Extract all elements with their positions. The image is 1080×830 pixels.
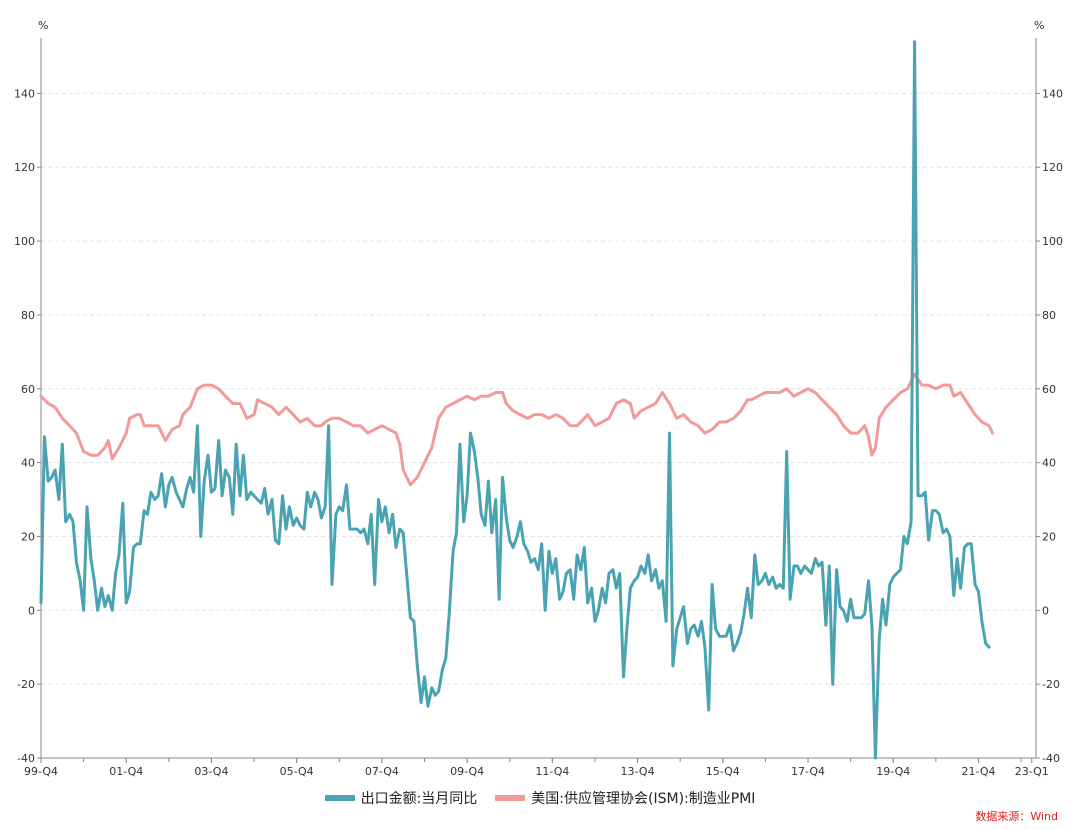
series-lines bbox=[39, 40, 994, 760]
left-tick-label: 40 bbox=[21, 457, 35, 470]
x-tick-label: 11-Q4 bbox=[535, 765, 569, 778]
legend-label-export: 出口金额:当月同比 bbox=[360, 791, 478, 807]
legend-label-pmi: 美国:供应管理协会(ISM):制造业PMI bbox=[531, 791, 756, 807]
right-tick-label: -20 bbox=[1042, 678, 1060, 691]
right-tick-label: 100 bbox=[1042, 235, 1063, 248]
left-tick-label: 100 bbox=[14, 235, 35, 248]
x-tick-label: 03-Q4 bbox=[194, 765, 228, 778]
series-pmi-line bbox=[39, 372, 994, 487]
x-tick-label: 05-Q4 bbox=[280, 765, 314, 778]
x-tick-label: 17-Q4 bbox=[791, 765, 825, 778]
right-axis-unit: % bbox=[1034, 19, 1044, 32]
left-tick-label: -20 bbox=[17, 678, 35, 691]
grid-lines bbox=[41, 92, 1036, 685]
line-chart: -40 -40 -20 -20 0 0 20 20 40 40 60 60 80 80 100 100 120 1… bbox=[14, 19, 1063, 778]
left-tick-label: 60 bbox=[21, 383, 35, 396]
left-tick-label: 140 bbox=[14, 87, 35, 100]
x-tick-label: 19-Q4 bbox=[876, 765, 910, 778]
x-tick-label: 23-Q1 bbox=[1015, 765, 1049, 778]
left-tick-label: 0 bbox=[28, 604, 35, 617]
left-tick-label: 120 bbox=[14, 161, 35, 174]
left-tick-label: -40 bbox=[17, 752, 35, 765]
x-tick-label: 01-Q4 bbox=[109, 765, 143, 778]
right-tick-label: -40 bbox=[1042, 752, 1060, 765]
legend-swatch-pmi bbox=[495, 795, 526, 801]
left-axis-unit: % bbox=[38, 19, 48, 32]
left-tick-label: 20 bbox=[21, 530, 35, 543]
x-tick-label: 13-Q4 bbox=[621, 765, 655, 778]
right-tick-label: 20 bbox=[1042, 530, 1056, 543]
legend-item-export: 出口金额:当月同比 bbox=[324, 788, 478, 808]
legend-swatch-export bbox=[324, 795, 355, 801]
x-tick-label: 21-Q4 bbox=[961, 765, 995, 778]
right-tick-label: 80 bbox=[1042, 309, 1056, 322]
right-tick-label: 40 bbox=[1042, 457, 1056, 470]
left-tick-label: 80 bbox=[21, 309, 35, 322]
data-source: 数据来源：Wind bbox=[975, 810, 1058, 823]
right-tick-label: 60 bbox=[1042, 383, 1056, 396]
legend-item-pmi: 美国:供应管理协会(ISM):制造业PMI bbox=[495, 788, 755, 808]
series-export-line bbox=[39, 40, 991, 760]
chart-legend: 出口金额:当月同比 美国:供应管理协会(ISM):制造业PMI bbox=[0, 786, 1080, 810]
right-tick-label: 120 bbox=[1042, 161, 1063, 174]
right-tick-label: 0 bbox=[1042, 604, 1049, 617]
tick-labels: -40 -40 -20 -20 0 0 20 20 40 40 60 60 80 80 100 100 120 1… bbox=[14, 19, 1063, 778]
x-tick-label: 15-Q4 bbox=[706, 765, 740, 778]
x-tick-label: 99-Q4 bbox=[24, 765, 58, 778]
x-tick-label: 07-Q4 bbox=[365, 765, 399, 778]
axes bbox=[37, 38, 1040, 763]
x-tick-label: 09-Q4 bbox=[450, 765, 484, 778]
right-tick-label: 140 bbox=[1042, 87, 1063, 100]
